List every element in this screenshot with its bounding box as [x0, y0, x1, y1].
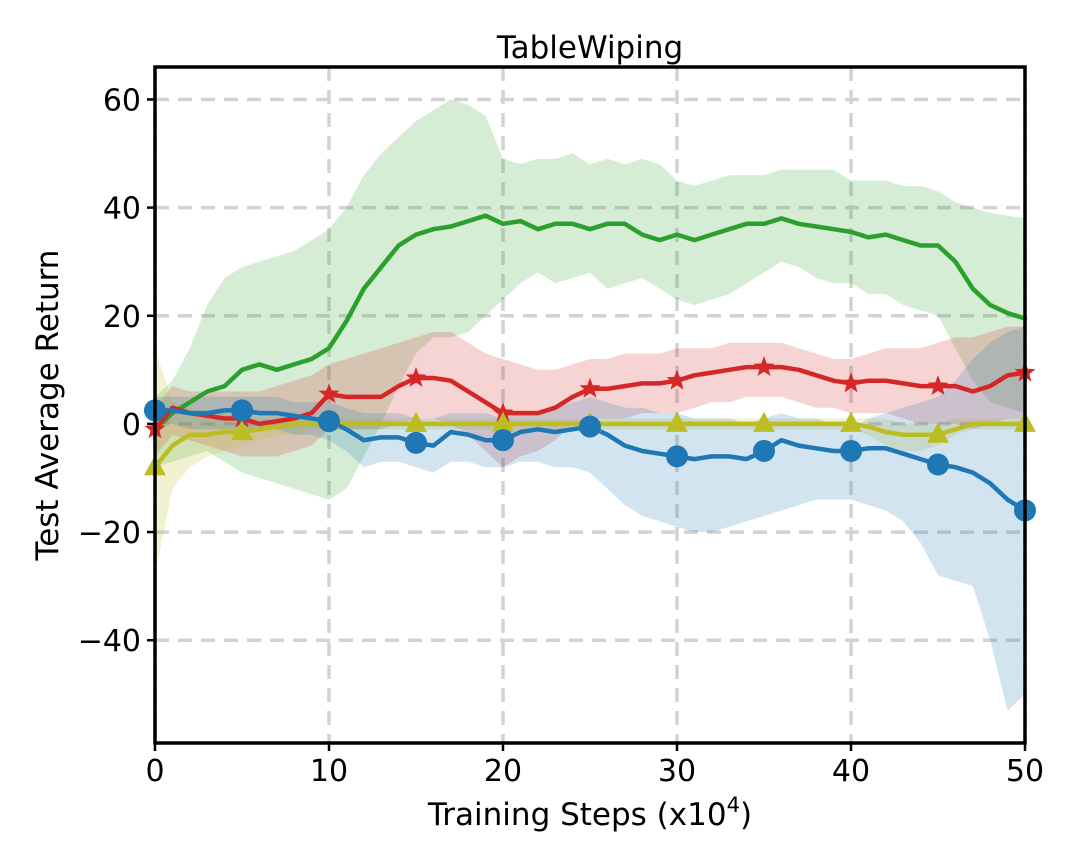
- x-axis-label-close: ): [740, 797, 752, 833]
- marker-yellow: [405, 411, 427, 432]
- x-axis-label: Training Steps (x104): [427, 793, 752, 833]
- marker-yellow: [753, 411, 775, 432]
- y-tick-label: 20: [103, 300, 141, 335]
- y-tick-label: 60: [103, 83, 141, 118]
- marker-red: [840, 372, 862, 393]
- band-red: [155, 326, 1025, 468]
- marker-yellow: [840, 411, 862, 432]
- y-axis-label: Test Average Return: [30, 250, 66, 562]
- marker-blue: [579, 415, 601, 438]
- marker-blue: [405, 431, 427, 454]
- line-green: [152, 213, 1028, 432]
- chart-title: TableWiping: [496, 30, 683, 66]
- marker-yellow: [231, 420, 253, 440]
- y-axis-ticks: −40 −20 0 20 40 60: [78, 83, 155, 659]
- marker-blue: [231, 399, 253, 422]
- y-tick-label: 40: [103, 192, 141, 227]
- x-tick-label: 50: [1006, 754, 1044, 789]
- confidence-bands: [155, 99, 1025, 711]
- y-tick-label: 0: [122, 408, 141, 443]
- marker-blue: [492, 429, 514, 452]
- plot-frame: [153, 65, 1027, 745]
- marker-yellow: [492, 411, 514, 432]
- grid: [153, 67, 1027, 743]
- marker-red: [927, 375, 949, 395]
- y-tick-label: −40: [78, 624, 141, 659]
- y-tick-label: −20: [78, 516, 141, 551]
- marker-blue: [318, 410, 340, 433]
- marker-blue: [753, 439, 775, 462]
- x-axis-label-exponent: 4: [727, 793, 740, 817]
- marker-red: [318, 383, 340, 404]
- x-tick-label: 10: [310, 754, 348, 789]
- marker-red: [753, 356, 775, 376]
- marker-yellow: [927, 422, 949, 443]
- marker-red: [405, 367, 427, 387]
- marker-blue: [840, 439, 862, 462]
- x-axis-label-text: Training Steps (x10: [427, 797, 727, 833]
- x-tick-label: 40: [832, 754, 870, 789]
- x-tick-label: 30: [658, 754, 696, 789]
- marker-red: [579, 377, 601, 398]
- x-axis-ticks: 0 10 20 30 40 50: [145, 743, 1044, 789]
- marker-yellow: [666, 411, 688, 432]
- marker-red: [666, 369, 688, 390]
- x-tick-label: 20: [484, 754, 522, 789]
- x-tick-label: 0: [145, 754, 164, 789]
- marker-blue: [666, 445, 688, 468]
- marker-blue: [927, 453, 949, 476]
- series-markers: [144, 356, 1036, 522]
- band-green: [155, 99, 1025, 500]
